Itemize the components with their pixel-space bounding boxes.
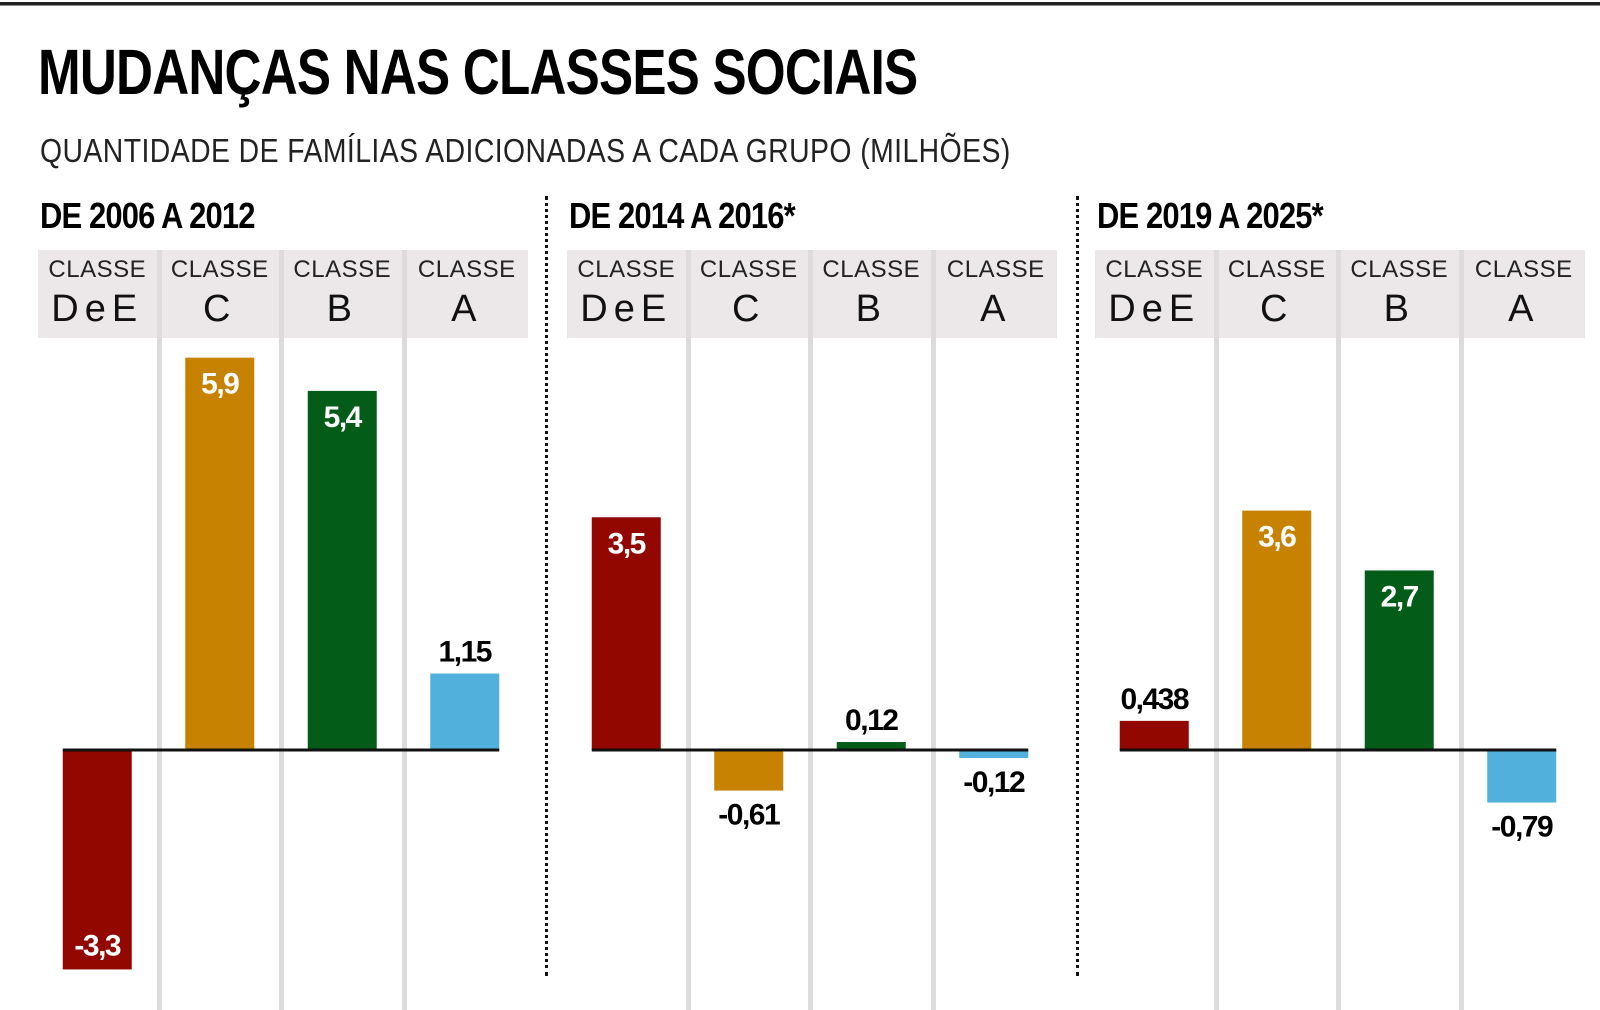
panel-title: DE 2006 A 2012: [40, 195, 255, 236]
column-header-class: C: [732, 288, 766, 330]
column-header-C: CLASSE C: [1217, 250, 1336, 338]
bar-C: [185, 357, 255, 750]
panel-title: DE 2014 A 2016*: [569, 195, 796, 236]
value-label-C: 5,9: [201, 368, 239, 401]
column-header-B: CLASSE B: [1340, 250, 1459, 338]
column-header-A: CLASSE A: [934, 250, 1057, 338]
column-header-DeE: CLASSE DeE: [1095, 250, 1214, 338]
panel-divider: [1076, 196, 1079, 976]
value-label-DeE: 3,5: [608, 527, 646, 560]
value-label-C: -0,61: [718, 799, 780, 832]
value-label-A: -0,12: [963, 766, 1025, 799]
bar-C: [714, 750, 784, 791]
bar-B: [836, 742, 906, 750]
column-header-class: B: [326, 288, 358, 330]
panel-divider: [545, 196, 548, 976]
column-header-class: B: [1383, 288, 1415, 330]
column-header-A: CLASSE A: [405, 250, 528, 338]
bar-plot: -3,3 5,9 5,4 1,15: [62, 357, 500, 970]
column-header-class: B: [855, 288, 887, 330]
column-header-class: A: [980, 288, 1012, 330]
panel-2014-2016: DE 2014 A 2016* CLASSE DeE CLASSE C CLASSE B C…: [567, 195, 1057, 1010]
bar-B: [1364, 570, 1434, 750]
top-rule: [0, 2, 1600, 6]
column-header-prefix: CLASSE: [417, 256, 516, 283]
value-label-A: -0,79: [1491, 811, 1553, 844]
bar-A: [430, 673, 500, 750]
column-header-class: C: [203, 288, 237, 330]
value-label-B: 5,4: [324, 401, 363, 434]
column-header-prefix: CLASSE: [1350, 256, 1449, 283]
column-header-prefix: CLASSE: [946, 256, 1045, 283]
column-header-prefix: CLASSE: [293, 256, 392, 283]
panel-2019-2025: DE 2019 A 2025* CLASSE DeE CLASSE C CLASSE B C…: [1095, 195, 1585, 1010]
value-label-DeE: 0,438: [1120, 683, 1188, 716]
panel-2006-2012: DE 2006 A 2012 CLASSE DeE CLASSE C CLASSE B CL…: [38, 195, 528, 1010]
column-header-prefix: CLASSE: [1474, 256, 1573, 283]
column-header-C: CLASSE C: [689, 250, 808, 338]
column-header-DeE: CLASSE DeE: [567, 250, 686, 338]
bar-DeE: [62, 750, 132, 970]
column-header-class: A: [451, 288, 483, 330]
column-header-prefix: CLASSE: [1227, 256, 1326, 283]
column-header-C: CLASSE C: [160, 250, 279, 338]
panel-title: DE 2019 A 2025*: [1097, 195, 1324, 236]
column-header-prefix: CLASSE: [699, 256, 798, 283]
column-separator: [279, 250, 284, 1010]
bar-B: [307, 390, 377, 750]
value-label-DeE: -3,3: [74, 929, 121, 962]
column-header-prefix: CLASSE: [170, 256, 269, 283]
value-label-C: 3,6: [1258, 521, 1296, 554]
bar-plot: 3,5 -0,61 0,12 -0,12: [591, 517, 1029, 832]
column-separator: [930, 250, 936, 1010]
column-separator: [1458, 250, 1464, 1010]
column-header-prefix: CLASSE: [822, 256, 921, 283]
column-header-class: DeE: [1108, 288, 1201, 330]
column-header-class: DeE: [580, 288, 673, 330]
column-separator: [156, 250, 162, 1010]
column-separator: [685, 250, 691, 1010]
bar-DeE: [591, 517, 661, 750]
bar-DeE: [1119, 720, 1189, 750]
value-label-A: 1,15: [439, 636, 492, 669]
column-header-DeE: CLASSE DeE: [38, 250, 157, 338]
column-separator: [808, 250, 813, 1010]
column-header-class: A: [1508, 288, 1540, 330]
column-header-prefix: CLASSE: [577, 256, 676, 283]
column-header-class: C: [1260, 288, 1294, 330]
column-separator: [401, 250, 407, 1010]
column-separator: [1213, 250, 1219, 1010]
value-label-B: 2,7: [1381, 580, 1419, 613]
bar-plot: 0,438 3,6 2,7 -0,79: [1119, 510, 1557, 844]
column-separator: [1336, 250, 1341, 1010]
bar-A: [1487, 750, 1557, 803]
column-header-prefix: CLASSE: [1105, 256, 1204, 283]
bar-C: [1242, 510, 1312, 750]
chart-title: MUDANÇAS NAS CLASSES SOCIAIS: [38, 36, 918, 108]
value-label-B: 0,12: [845, 704, 898, 737]
column-header-class: DeE: [51, 288, 144, 330]
chart-subtitle: QUANTIDADE DE FAMÍLIAS ADICIONADAS A CAD…: [40, 132, 1011, 169]
column-header-B: CLASSE B: [283, 250, 402, 338]
column-header-A: CLASSE A: [1462, 250, 1585, 338]
column-header-prefix: CLASSE: [48, 256, 147, 283]
bar-A: [959, 750, 1029, 758]
column-header-B: CLASSE B: [812, 250, 931, 338]
